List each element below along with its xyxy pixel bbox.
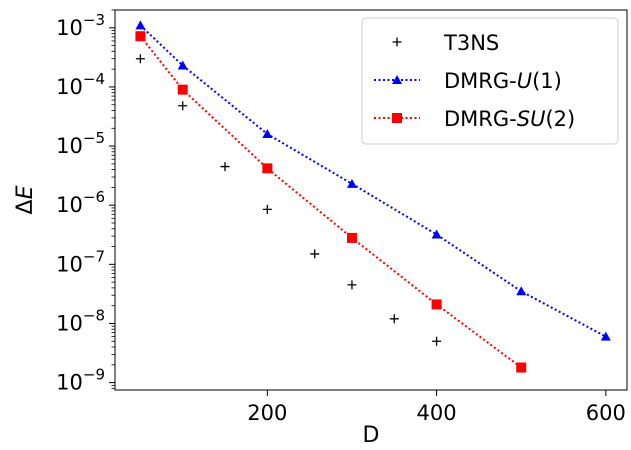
data-point-s2-2: [262, 163, 273, 174]
legend: T3NS DMRG-U(1) DMRG-SU(2): [361, 17, 619, 145]
data-point-s2-1: [177, 84, 188, 95]
data-point-s1-5: [516, 286, 527, 296]
legend-marker-1: [392, 75, 402, 84]
legend-box: [361, 17, 619, 145]
y-axis: 10−9 10−8 10−7 10−6 10−5 10−4 10−3: [56, 9, 115, 395]
legend-marker-0: [392, 37, 402, 47]
data-point-s1-4: [431, 229, 442, 239]
legend-label-2: DMRG-SU(2): [444, 107, 575, 131]
x-tick-label-2: 600: [586, 401, 626, 425]
y-tick-label-2: 10−7: [56, 247, 105, 276]
data-point-s0-6: [389, 314, 399, 324]
data-point-s2-4: [431, 299, 442, 310]
y-tick-label-0: 10−9: [56, 366, 105, 395]
y-tick-label-3: 10−6: [56, 188, 105, 217]
data-point-s1-0: [135, 20, 146, 30]
data-point-s0-1: [178, 101, 188, 111]
data-point-s1-1: [177, 60, 188, 70]
axes-frame: [114, 9, 628, 391]
data-point-s0-4: [310, 249, 320, 259]
y-tick-label-1: 10−8: [56, 306, 105, 335]
data-point-s2-5: [516, 362, 527, 373]
data-point-s0-5: [347, 280, 357, 290]
data-point-s0-0: [135, 54, 145, 64]
data-point-s2-0: [135, 31, 146, 42]
series-line-2: [139, 35, 522, 369]
x-axis: 200 400 600: [247, 390, 626, 425]
x-axis-label: D: [363, 423, 380, 448]
legend-label-1: DMRG-U(1): [444, 69, 562, 93]
y-tick-label-5: 10−4: [56, 70, 105, 99]
x-tick-label-1: 400: [417, 401, 457, 425]
data-point-s2-3: [346, 232, 357, 243]
data-point-s0-7: [432, 336, 442, 346]
y-tick-label-4: 10−5: [56, 129, 105, 158]
y-axis-label: ΔE: [13, 185, 38, 214]
data-point-s1-2: [262, 129, 273, 139]
y-tick-label-6: 10−3: [56, 11, 105, 40]
plot-area: [135, 20, 611, 373]
data-point-s1-3: [346, 178, 357, 188]
data-point-s1-6: [600, 331, 611, 341]
legend-marker-2: [392, 113, 402, 123]
legend-label-0: T3NS: [443, 31, 499, 55]
x-tick-label-0: 200: [247, 401, 287, 425]
data-point-s0-3: [262, 204, 272, 214]
data-point-s0-2: [220, 162, 230, 172]
